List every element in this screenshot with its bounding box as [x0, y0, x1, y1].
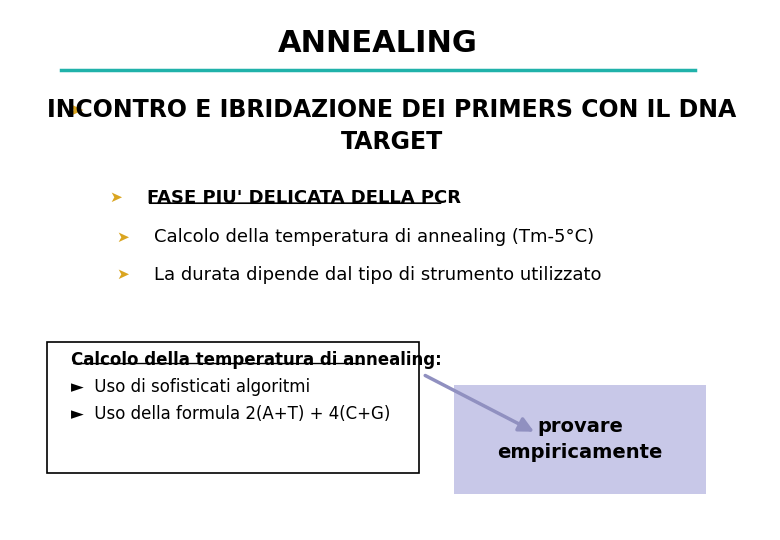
Text: Calcolo della temperatura di annealing (Tm-5°C): Calcolo della temperatura di annealing (… [154, 228, 594, 246]
FancyBboxPatch shape [47, 342, 420, 473]
Text: ➤: ➤ [115, 230, 129, 245]
Text: ►  Uso della formula 2(A+T) + 4(C+G): ► Uso della formula 2(A+T) + 4(C+G) [71, 404, 390, 423]
Text: ➤: ➤ [68, 102, 84, 120]
Text: ANNEALING: ANNEALING [278, 30, 478, 58]
Text: Calcolo della temperatura di annealing:: Calcolo della temperatura di annealing: [71, 351, 441, 369]
Text: ►  Uso di sofisticati algoritmi: ► Uso di sofisticati algoritmi [71, 378, 310, 396]
Text: ➤: ➤ [115, 267, 129, 282]
Text: La durata dipende dal tipo di strumento utilizzato: La durata dipende dal tipo di strumento … [154, 266, 601, 284]
Text: ➤: ➤ [109, 190, 122, 205]
Text: FASE PIU' DELICATA DELLA PCR: FASE PIU' DELICATA DELLA PCR [147, 189, 461, 207]
Text: INCONTRO E IBRIDAZIONE DEI PRIMERS CON IL DNA
TARGET: INCONTRO E IBRIDAZIONE DEI PRIMERS CON I… [47, 98, 736, 153]
FancyBboxPatch shape [454, 385, 706, 495]
Text: provare
empiricamente: provare empiricamente [498, 417, 663, 462]
